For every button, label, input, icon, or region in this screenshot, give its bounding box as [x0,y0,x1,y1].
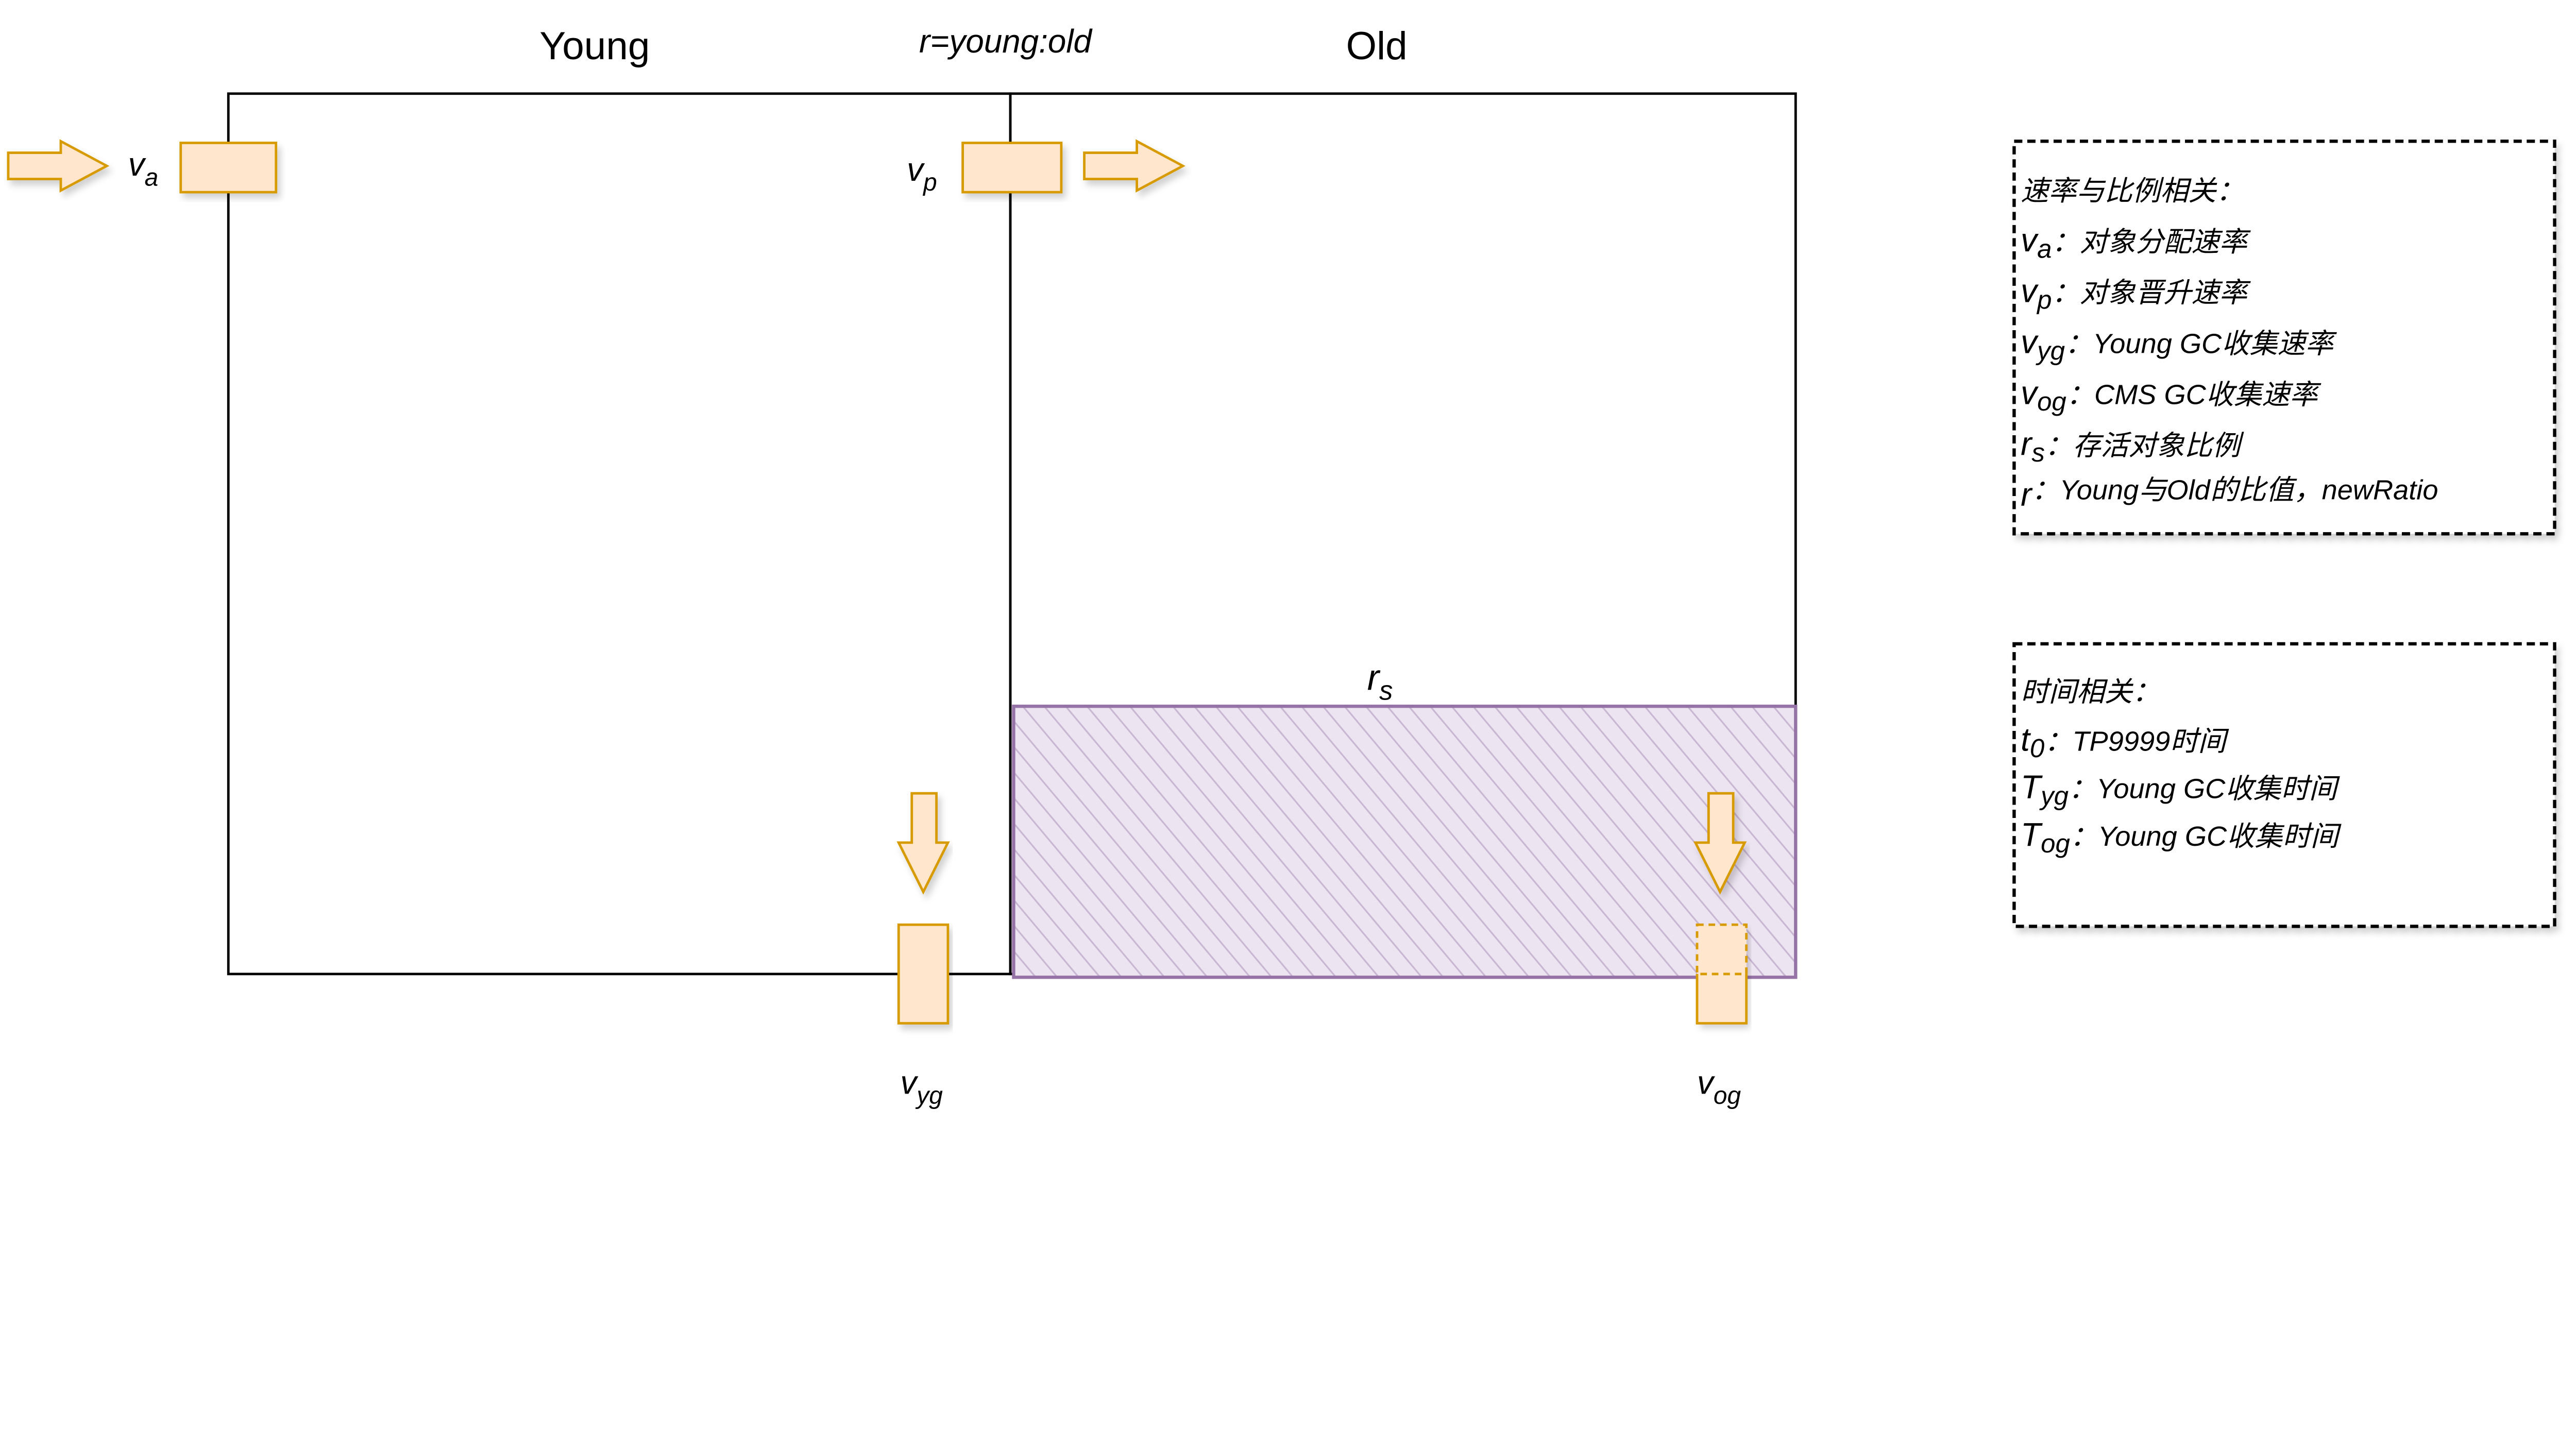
allocation-arrow-icon [7,139,110,193]
ratio-title: r=young:old [919,23,1093,60]
va-label: va [128,146,159,191]
legend-time: 时间相关： t0：TP9999时间 Tyg：Young GC收集时间 Tog：You… [2012,642,2556,928]
old-gc-block-lower [1696,974,1748,1025]
gc-diagram: Young r=young:old Old rs va vp vyg vog 速… [7,23,2556,1109]
old-gc-arrow-icon [1693,792,1747,895]
vyg-label: vyg [900,1064,943,1109]
vp-label: vp [907,151,937,196]
promotion-block [961,142,1063,194]
legend-item: Tog：Young GC收集时间 [2021,816,2342,858]
legend-rates-box [2012,140,2556,536]
legend-rates: 速率与比例相关： va：对象分配速率 vp：对象晋升速率 vyg：Young GC收… [2012,140,2556,536]
young-gc-block [897,923,950,1025]
legend-item: vp：对象晋升速率 [2021,272,2251,315]
legend-item: Tyg：Young GC收集时间 [2021,769,2341,811]
legend-item: r：Young与Old的比值，newRatio [2021,474,2438,513]
legend-item: vyg：Young GC收集速率 [2021,323,2337,366]
legend-rates-heading: 速率与比例相关： [2021,176,2244,207]
legend-time-heading: 时间相关： [2021,677,2160,708]
survivor-region [1012,704,1798,979]
allocation-block [179,142,278,194]
vog-label: vog [1697,1064,1741,1109]
rs-label: rs [1367,657,1393,706]
old-gc-block-upper [1696,923,1748,976]
old-title: Old [1346,24,1408,68]
young-gc-arrow-icon [896,792,950,895]
young-title: Young [539,24,650,68]
promotion-arrow-icon [1083,139,1185,193]
legend-time-box [2012,642,2556,928]
legend-item: t0：TP9999时间 [2021,721,2229,763]
young-region [227,92,1012,976]
legend-item: rs：存活对象比例 [2021,425,2244,467]
legend-item: va：对象分配速率 [2021,221,2251,264]
legend-item: vog：CMS GC收集速率 [2021,374,2321,416]
